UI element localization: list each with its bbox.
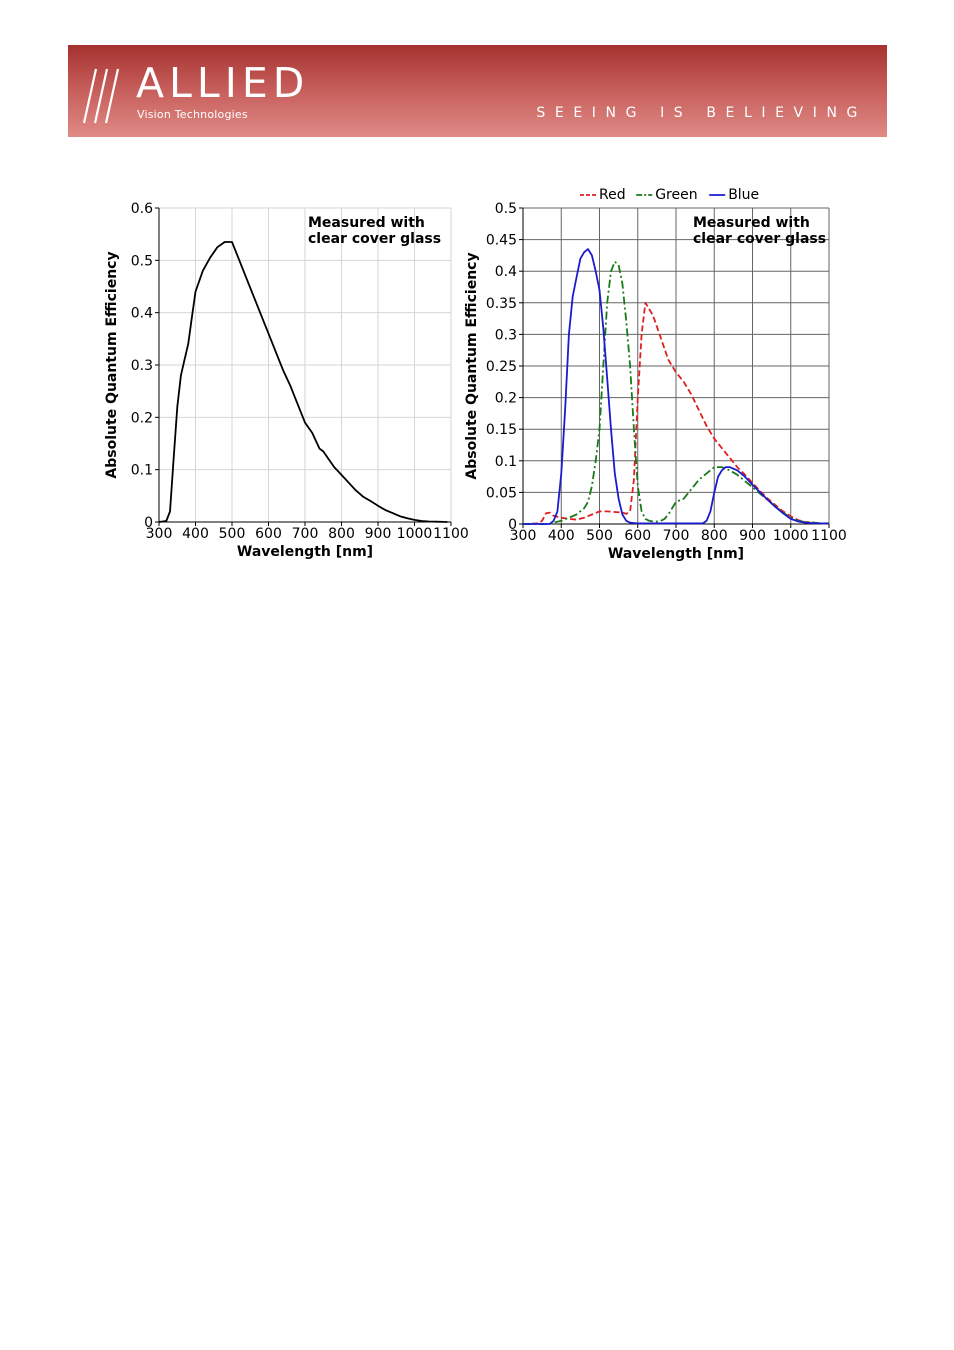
y-tick-label: 0.5 (131, 253, 153, 269)
y-tick-label: 0 (144, 515, 153, 531)
logo-subtext: Vision Technologies (137, 108, 248, 121)
annotation-text: Measured with (693, 215, 810, 231)
y-tick-label: 0.3 (495, 327, 517, 343)
x-tick-label: 700 (663, 528, 690, 544)
x-tick-label: 1000 (397, 526, 433, 542)
x-tick-label: 500 (586, 528, 613, 544)
x-tick-label: 800 (701, 528, 728, 544)
x-tick-label: 1000 (773, 528, 809, 544)
y-tick-label: 0.1 (131, 463, 153, 479)
x-tick-label: 600 (255, 526, 282, 542)
series-line-blue (523, 248, 829, 525)
qe-mono-chart: 300 400 500 600 700 800 900 1000 1100 0 0.1 0.2 0.3 0… (104, 201, 469, 560)
x-axis-title: Wavelength [nm] (237, 544, 373, 560)
y-tick-label: 0.4 (495, 264, 517, 280)
x-tick-label: 300 (146, 526, 173, 542)
y-tick-label: 0.15 (486, 422, 517, 438)
y-tick-label: 0.4 (131, 306, 153, 322)
x-tick-label: 300 (510, 528, 537, 544)
annotation-text: clear cover glass (308, 231, 441, 247)
y-tick-label: 0.6 (131, 201, 153, 217)
x-tick-label: 700 (292, 526, 319, 542)
x-tick-label: 900 (365, 526, 392, 542)
y-tick-label: 0.2 (131, 410, 153, 426)
legend-label-green: Green (655, 187, 697, 203)
x-tick-label: 600 (624, 528, 651, 544)
tagline: SEEING IS BELIEVING (536, 105, 867, 121)
x-axis-title: Wavelength [nm] (608, 546, 744, 562)
y-axis-title: Absolute Quantum Efficiency (104, 251, 120, 478)
y-tick-label: 0.05 (486, 485, 517, 501)
y-tick-label: 0.3 (131, 358, 153, 374)
x-tick-label: 800 (328, 526, 355, 542)
y-tick-label: 0.45 (486, 233, 517, 249)
legend-label-blue: Blue (728, 187, 759, 203)
y-tick-label: 0.25 (486, 359, 517, 375)
logo-text: ALLIED (136, 59, 310, 107)
x-tick-label: 1100 (433, 526, 469, 542)
annotation-text: clear cover glass (693, 231, 826, 247)
series-line-red (522, 301, 829, 525)
legend-label-red: Red (599, 187, 626, 203)
y-axis-title: Absolute Quantum Efficiency (464, 252, 480, 479)
y-tick-label: 0 (508, 517, 517, 533)
annotation-text: Measured with (308, 215, 425, 231)
x-tick-label: 900 (739, 528, 766, 544)
y-tick-label: 0.35 (486, 296, 517, 312)
y-tick-label: 0.1 (495, 454, 517, 470)
series-line-qe (158, 241, 448, 523)
y-tick-label: 0.5 (495, 201, 517, 217)
header-banner: ALLIED Vision Technologies SEEING IS BEL… (68, 45, 887, 137)
x-tick-label: 400 (548, 528, 575, 544)
logo-slashes-icon (82, 68, 120, 124)
x-tick-label: 400 (182, 526, 209, 542)
x-tick-label: 1100 (811, 528, 847, 544)
qe-color-chart: 300 400 500 600 700 800 900 1000 1100 0 0.05 0.1 0.1… (464, 187, 847, 562)
y-tick-label: 0.2 (495, 391, 517, 407)
x-tick-label: 500 (219, 526, 246, 542)
